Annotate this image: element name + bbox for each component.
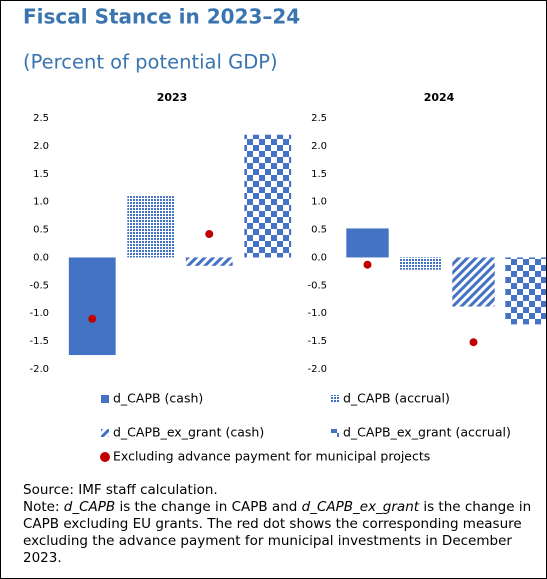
y-tick-label: 1.5 (311, 169, 327, 180)
y-tick-label: -0.5 (307, 280, 327, 291)
y-tick-label: 1.0 (311, 197, 327, 208)
source: Source: IMF staff calculation. (23, 482, 218, 498)
note-text: Note: (23, 499, 64, 515)
bar (127, 196, 175, 258)
bar (505, 257, 546, 325)
note-term: d_CAPB (63, 499, 116, 515)
y-tick-label: -1.0 (307, 308, 327, 319)
bar (185, 257, 233, 266)
note-term: d_CAPB_ex_grant (301, 499, 420, 515)
note: Note: d_CAPB is the change in CAPB and d… (23, 499, 545, 567)
y-tick-label: 0.0 (33, 252, 49, 263)
y-tick-label: -1.0 (29, 308, 49, 319)
y-tick-label: 2.0 (311, 141, 327, 152)
legend-swatch (101, 429, 109, 437)
y-tick-label: -1.5 (29, 336, 49, 347)
bar (452, 257, 495, 307)
marker-dot (205, 230, 214, 239)
y-tick-label: 0.5 (311, 225, 327, 236)
legend-label: d_CAPB_ex_grant (cash) (113, 425, 264, 440)
y-tick-label: 0.0 (311, 252, 327, 263)
legend-label: d_CAPB (cash) (113, 391, 203, 406)
panel-title: 2024 (424, 91, 455, 104)
legend-label: Excluding advance payment for municipal … (113, 449, 430, 464)
chart-subtitle: (Percent of potential GDP) (23, 51, 278, 74)
legend-swatch (100, 452, 110, 462)
notes: Source: IMF staff calculation. Note: d_C… (23, 482, 545, 567)
y-tick-label: -0.5 (29, 280, 49, 291)
marker-dot (363, 260, 372, 269)
legend-swatch (101, 395, 109, 403)
note-text: is the change in CAPB and (115, 499, 302, 515)
bar (399, 257, 442, 270)
y-tick-label: 0.5 (33, 225, 49, 236)
chart: Fiscal Stance in 2023–24 (Percent of pot… (23, 5, 546, 464)
panel-title: 2023 (157, 91, 188, 104)
y-tick-label: -1.5 (307, 336, 327, 347)
y-tick-label: 2.5 (33, 113, 49, 124)
y-tick-label: 2.5 (311, 113, 327, 124)
chart-title: Fiscal Stance in 2023–24 (23, 5, 300, 29)
bar (244, 134, 292, 258)
legend-swatch (331, 395, 339, 403)
bar (68, 257, 116, 356)
legend-label: d_CAPB_ex_grant (accrual) (343, 425, 511, 440)
marker-dot (88, 314, 97, 323)
legend-label: d_CAPB (accrual) (343, 391, 450, 406)
y-tick-label: 1.5 (33, 169, 49, 180)
marker-dot (469, 338, 478, 347)
y-tick-label: -2.0 (307, 364, 327, 375)
note-text: is the change in CAPB excluding EU grant… (23, 499, 532, 566)
y-tick-label: -2.0 (29, 364, 49, 375)
y-tick-label: 1.0 (33, 197, 49, 208)
y-tick-label: 2.0 (33, 141, 49, 152)
bar (346, 228, 389, 258)
legend-swatch (331, 429, 339, 437)
